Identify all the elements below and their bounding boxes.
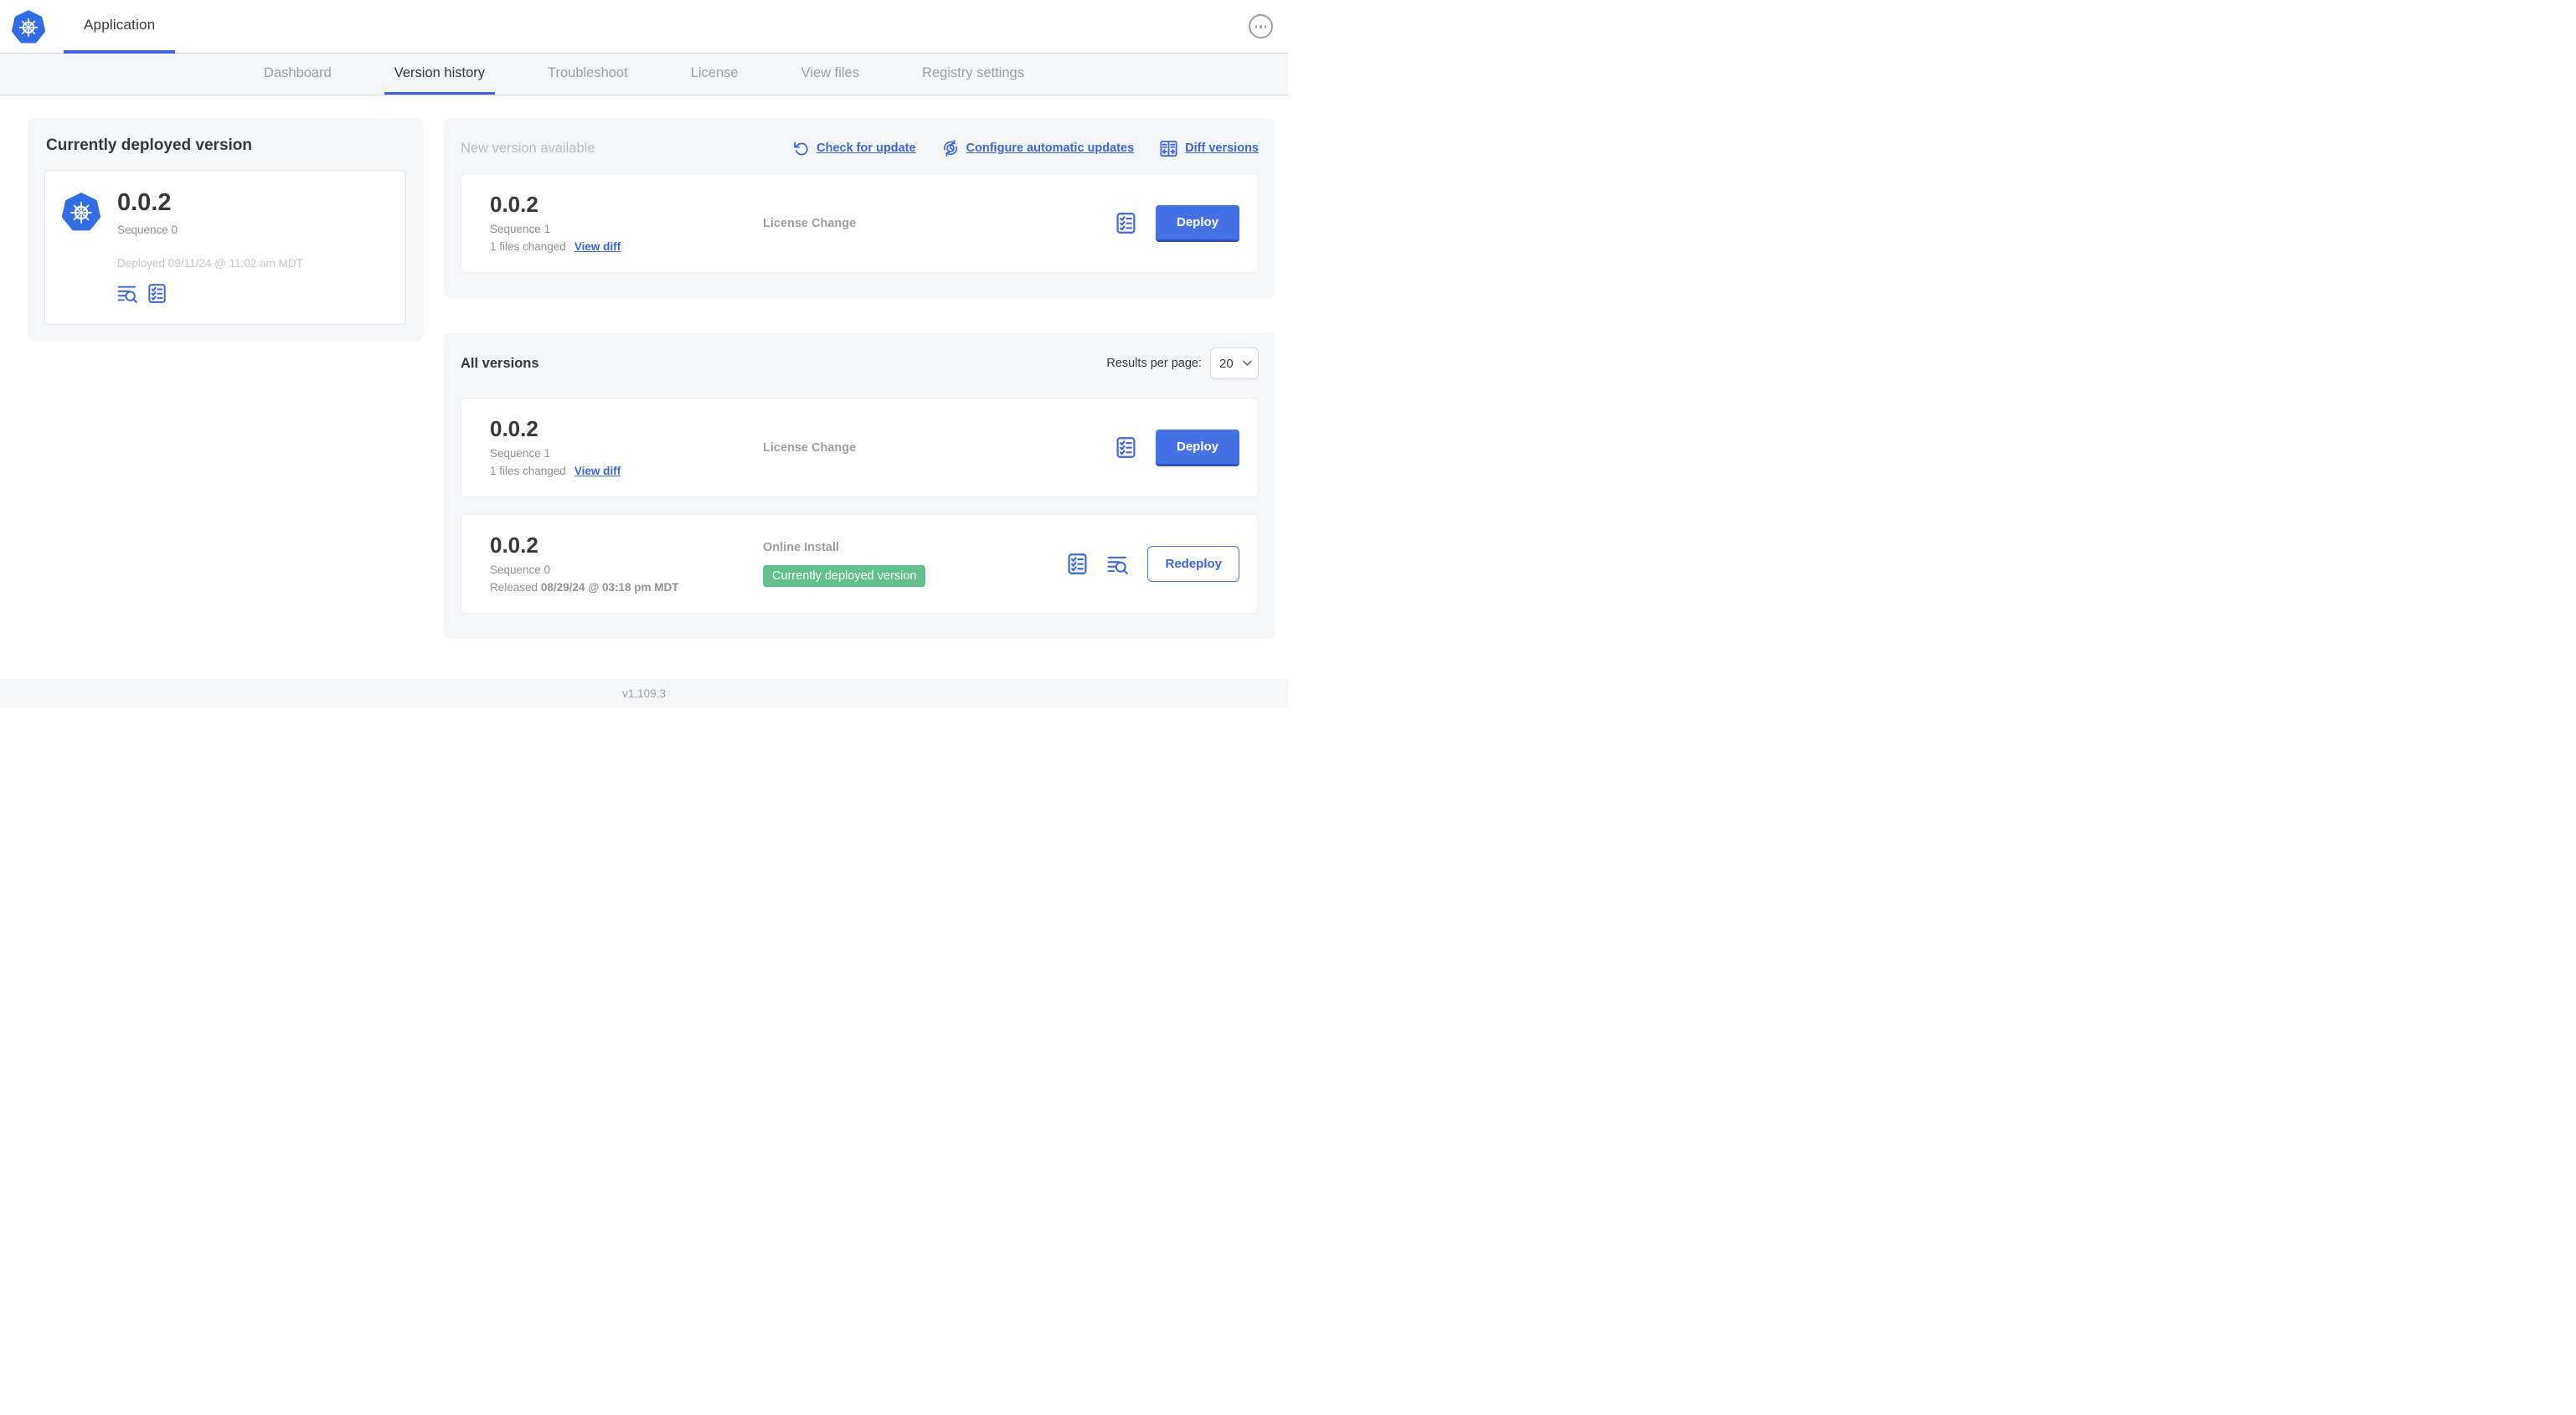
new-version-label: New version available	[461, 140, 595, 156]
new-version-row: 0.0.2 Sequence 1 1 files changed View dif…	[461, 173, 1259, 273]
deployed-version-card: 0.0.2 Sequence 0 Deployed 09/11/24 @ 11:…	[44, 170, 406, 325]
tab-registry-settings[interactable]: Registry settings	[921, 64, 1024, 80]
diff-versions-link[interactable]: Diff versions	[1159, 139, 1259, 158]
ellipsis-icon	[1255, 24, 1258, 28]
all-versions-panel: All versions Results per page: 20 0.0.2 …	[444, 332, 1275, 639]
version-number: 0.0.2	[490, 191, 538, 217]
new-version-panel: New version available Check for update C…	[444, 118, 1275, 298]
currently-deployed-title: Currently deployed version	[46, 136, 253, 154]
tab-license[interactable]: License	[690, 64, 739, 80]
app-icon	[62, 193, 100, 231]
app-tab[interactable]: Application	[64, 0, 176, 54]
deploy-button[interactable]: Deploy	[1155, 429, 1239, 466]
tab-version-history[interactable]: Version history	[384, 54, 495, 95]
currently-deployed-badge: Currently deployed version	[763, 565, 926, 587]
files-changed: 1 files changed	[490, 240, 566, 254]
redeploy-button[interactable]: Redeploy	[1147, 546, 1239, 582]
view-deploy-logs-icon[interactable]	[1107, 553, 1129, 575]
check-for-update-link[interactable]: Check for update	[792, 140, 916, 157]
kubernetes-logo-icon	[12, 9, 45, 43]
version-sequence: Sequence 0	[490, 563, 551, 577]
version-source: License Change	[763, 440, 857, 455]
deployed-version-number: 0.0.2	[117, 189, 172, 216]
all-versions-title: All versions	[461, 355, 539, 371]
tab-view-files[interactable]: View files	[801, 64, 859, 80]
preflight-checks-icon[interactable]	[1115, 212, 1137, 234]
version-number: 0.0.2	[490, 415, 538, 441]
preflight-checks-icon[interactable]	[1066, 553, 1089, 575]
version-source: Online Install	[763, 541, 840, 554]
version-number: 0.0.2	[490, 532, 538, 558]
view-diff-link[interactable]: View diff	[574, 465, 621, 478]
view-diff-link[interactable]: View diff	[574, 240, 621, 254]
preflight-checks-icon[interactable]	[1115, 436, 1137, 459]
main-content: Currently deployed version 0.0.2 Sequenc…	[0, 95, 1288, 679]
subnav: Dashboard Version history Troubleshoot L…	[0, 54, 1288, 95]
console-version: v1.109.3	[622, 687, 666, 700]
version-row: 0.0.2 Sequence 1 1 files changed View dif…	[461, 398, 1259, 497]
results-per-page-label: Results per page:	[1106, 357, 1202, 370]
more-options-button[interactable]	[1249, 14, 1273, 39]
files-changed: 1 files changed	[490, 465, 566, 478]
deployed-sequence: Sequence 0	[117, 224, 178, 236]
tab-troubleshoot[interactable]: Troubleshoot	[548, 64, 628, 80]
currently-deployed-card: Currently deployed version 0.0.2 Sequenc…	[28, 118, 423, 342]
version-row: 0.0.2 Sequence 0 Released 08/29/24 @ 03:…	[461, 514, 1259, 614]
released-label: Released	[490, 581, 538, 594]
app-tab-label: Application	[84, 17, 156, 33]
deployed-timestamp: Deployed 09/11/24 @ 11:02 am MDT	[117, 257, 303, 270]
version-sequence: Sequence 1	[490, 447, 551, 461]
footer: v1.109.3	[0, 679, 1288, 708]
view-deploy-logs-icon[interactable]	[117, 283, 138, 304]
auto-update-icon	[943, 140, 957, 157]
refresh-icon	[794, 142, 808, 156]
version-source: License Change	[763, 216, 857, 230]
tab-dashboard[interactable]: Dashboard	[264, 64, 332, 80]
version-sequence: Sequence 1	[490, 223, 551, 236]
diff-icon	[1160, 140, 1177, 157]
released-date: 08/29/24 @ 03:18 pm MDT	[540, 581, 679, 594]
preflight-checks-icon[interactable]	[147, 283, 167, 304]
results-per-page-select[interactable]: 20	[1210, 347, 1259, 379]
configure-automatic-updates-link[interactable]: Configure automatic updates	[941, 139, 1134, 157]
app-header: Application	[0, 0, 1288, 54]
deploy-button[interactable]: Deploy	[1155, 204, 1239, 242]
